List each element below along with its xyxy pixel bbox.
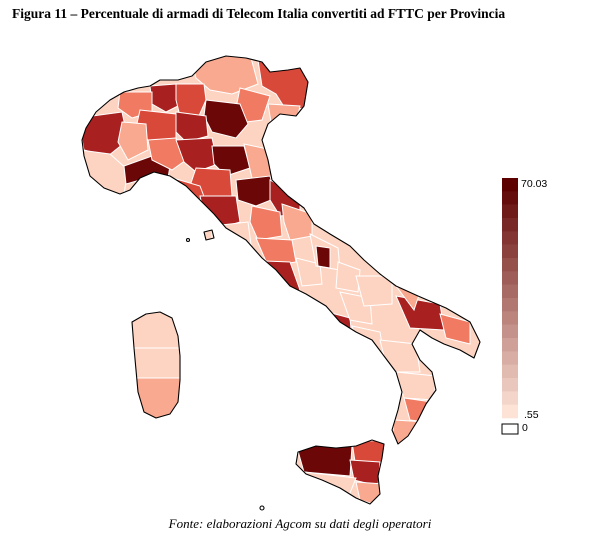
legend-color-step: [502, 325, 518, 339]
legend-color-step: [502, 378, 518, 392]
legend-color-step: [502, 245, 518, 259]
legend-color-step: [502, 178, 518, 192]
islet-outline: [260, 506, 264, 510]
legend-color-step: [502, 205, 518, 219]
source-caption: Fonte: elaborazioni Agcom su dati degli …: [0, 516, 600, 532]
legend-max-label: 70.03: [521, 178, 547, 190]
legend-min-label: .55: [524, 409, 539, 421]
legend-color-step: [502, 391, 518, 405]
legend-color-step: [502, 271, 518, 285]
legend-color-step: [502, 191, 518, 205]
legend-color-scale: [502, 178, 518, 418]
legend-zero-swatch: [502, 424, 518, 434]
legend-color-step: [502, 298, 518, 312]
legend-color-step: [502, 365, 518, 379]
legend-color-step: [502, 405, 518, 419]
legend-zero-label: 0: [522, 422, 528, 434]
legend-color-step: [502, 351, 518, 365]
islet-outline: [187, 239, 190, 242]
legend-color-step: [502, 231, 518, 245]
legend-color-step: [502, 218, 518, 232]
legend-color-step: [502, 338, 518, 352]
legend-color-step: [502, 285, 518, 299]
legend-color-step: [502, 258, 518, 272]
legend-color-step: [502, 311, 518, 325]
